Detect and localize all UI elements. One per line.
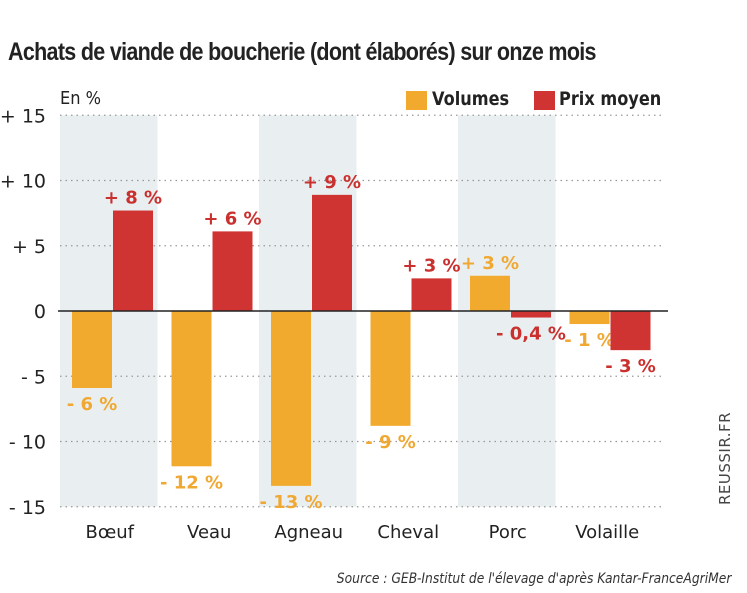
bar-volumes: [470, 275, 510, 311]
bar-prix-moyen: [113, 210, 153, 311]
data-label: - 6 %: [67, 394, 118, 415]
x-tick-label: Bœuf: [85, 522, 134, 543]
legend-swatch-prix-moyen: [534, 91, 555, 110]
bar-volumes: [171, 311, 212, 467]
data-label: - 1 %: [564, 330, 615, 351]
bar-prix-moyen: [411, 278, 452, 311]
data-label: - 13 %: [259, 492, 322, 513]
legend-label-volumes: Volumes: [432, 88, 510, 110]
x-tick-label: Agneau: [274, 522, 343, 543]
legend-swatch-volumes: [406, 91, 427, 110]
bar-prix-moyen: [511, 311, 551, 318]
bar-prix-moyen: [610, 311, 651, 351]
data-label: - 0,4 %: [496, 324, 566, 345]
data-label: + 9 %: [303, 172, 361, 193]
bar-volumes: [569, 311, 610, 325]
y-tick-label: + 15: [0, 105, 46, 127]
data-label: + 3 %: [402, 255, 460, 276]
legend-label-prix-moyen: Prix moyen: [559, 88, 662, 110]
data-label: - 12 %: [160, 472, 223, 493]
credit-watermark: REUSSIR.FR: [716, 411, 734, 505]
y-tick-label: - 10: [9, 432, 46, 454]
bar-prix-moyen: [212, 231, 253, 311]
bar-volumes: [72, 311, 112, 388]
y-tick-label: + 5: [12, 236, 46, 258]
y-tick-label: - 15: [9, 497, 46, 519]
data-label: - 3 %: [605, 356, 656, 377]
y-tick-label: - 5: [21, 366, 46, 388]
y-tick-label: + 10: [0, 171, 46, 193]
x-tick-label: Veau: [187, 522, 231, 543]
chart-title: Achats de viande de boucherie (dont élab…: [8, 38, 597, 66]
data-label: + 3 %: [461, 253, 519, 274]
data-label: + 6 %: [203, 208, 261, 229]
x-tick-label: Volaille: [575, 522, 639, 543]
data-label: + 8 %: [104, 188, 162, 209]
x-tick-label: Porc: [489, 522, 527, 543]
bar-prix-moyen: [312, 194, 352, 311]
bar-volumes: [370, 311, 411, 426]
source-note: Source : GEB-Institut de l'élevage d'apr…: [336, 571, 731, 587]
x-tick-label: Cheval: [377, 522, 439, 543]
y-axis-label: En %: [60, 88, 102, 109]
y-tick-label: 0: [34, 301, 46, 323]
bar-volumes: [271, 311, 311, 486]
data-label: - 9 %: [365, 432, 416, 453]
